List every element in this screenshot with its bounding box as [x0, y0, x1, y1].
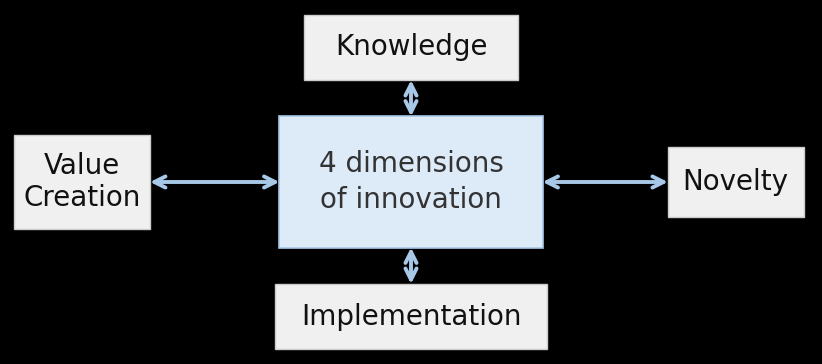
FancyBboxPatch shape [275, 284, 547, 349]
FancyBboxPatch shape [304, 15, 518, 80]
FancyBboxPatch shape [279, 116, 543, 248]
FancyArrowPatch shape [547, 177, 663, 187]
Text: Knowledge: Knowledge [335, 33, 487, 61]
Text: Value
Creation: Value Creation [24, 152, 141, 212]
Text: Implementation: Implementation [301, 303, 521, 331]
FancyArrowPatch shape [155, 177, 275, 187]
FancyBboxPatch shape [667, 147, 804, 217]
Text: 4 dimensions
of innovation: 4 dimensions of innovation [319, 150, 503, 214]
Text: Novelty: Novelty [683, 168, 788, 196]
FancyArrowPatch shape [405, 252, 417, 280]
FancyArrowPatch shape [405, 84, 417, 112]
FancyBboxPatch shape [15, 135, 150, 229]
